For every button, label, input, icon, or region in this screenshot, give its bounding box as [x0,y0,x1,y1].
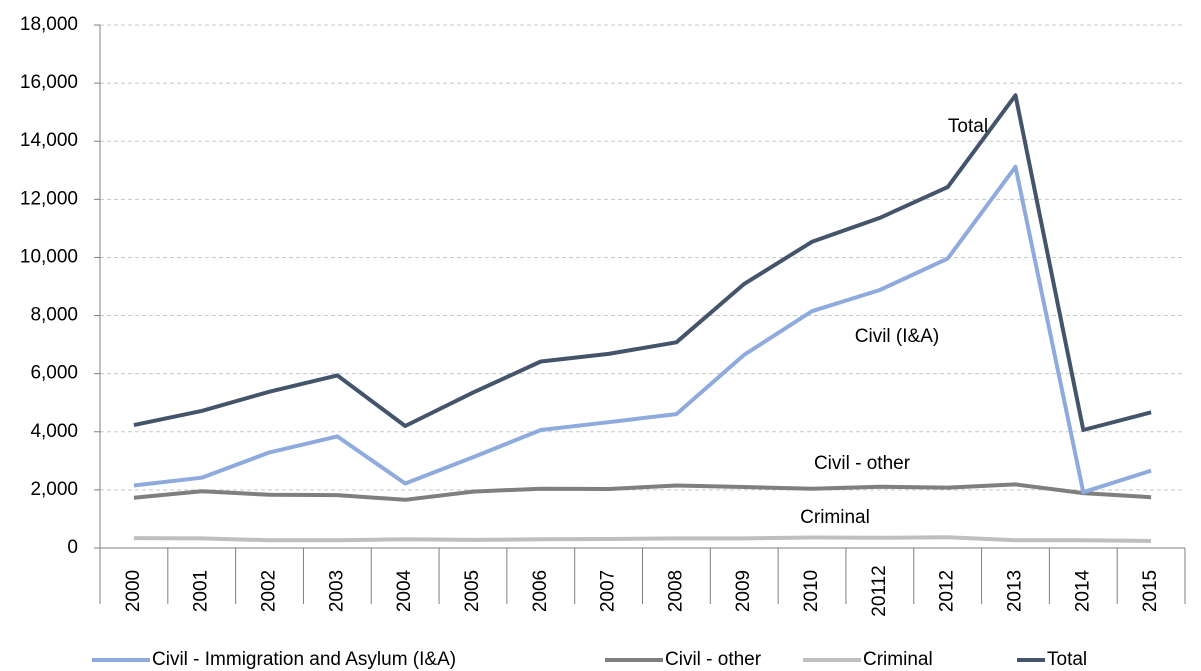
x-tick-label: 2006 [530,570,551,612]
x-tick-label: 2014 [1072,569,1093,612]
y-tick-label: 8,000 [30,305,78,326]
y-tick-label: 4,000 [30,421,78,442]
x-tick-label: 2004 [394,569,415,612]
annotation: Criminal [800,507,870,528]
x-tick-label: 2013 [1004,570,1025,612]
annotation: Civil (I&A) [855,326,939,347]
series-line [133,482,1152,502]
x-tick-label: 2005 [462,570,483,612]
x-tick-label: 2010 [801,570,822,612]
x-tick-label: 20112 [869,565,890,616]
y-tick-label: 6,000 [30,363,78,384]
series-line [133,164,1152,495]
x-tick-label: 2001 [191,570,212,612]
y-tick-label: 16,000 [20,72,78,93]
x-tick-label: 2015 [1140,570,1161,612]
annotation: Total [948,116,988,137]
x-tick-label: 2003 [326,570,347,612]
y-tick-label: 10,000 [20,246,78,267]
x-tick-label: 2008 [665,570,686,612]
series-line [133,535,1152,543]
x-tick-label: 2002 [259,570,280,612]
series-line [133,93,1152,432]
legend-label: Civil - Immigration and Asylum (I&A) [152,649,456,670]
legend-label: Total [1047,649,1087,670]
y-tick-label: 18,000 [20,14,78,35]
x-tick-label: 2009 [733,570,754,612]
y-tick-label: 12,000 [20,188,78,209]
annotation: Civil - other [814,453,911,474]
y-tick-label: 0 [67,537,78,558]
legend-label: Criminal [863,649,933,670]
y-tick-label: 14,000 [20,130,78,151]
y-tick-label: 2,000 [30,479,78,500]
x-tick-label: 2007 [598,570,619,612]
x-tick-label: 2012 [937,570,958,612]
x-tick-label: 2000 [123,570,144,612]
legend-label: Civil - other [665,649,762,670]
